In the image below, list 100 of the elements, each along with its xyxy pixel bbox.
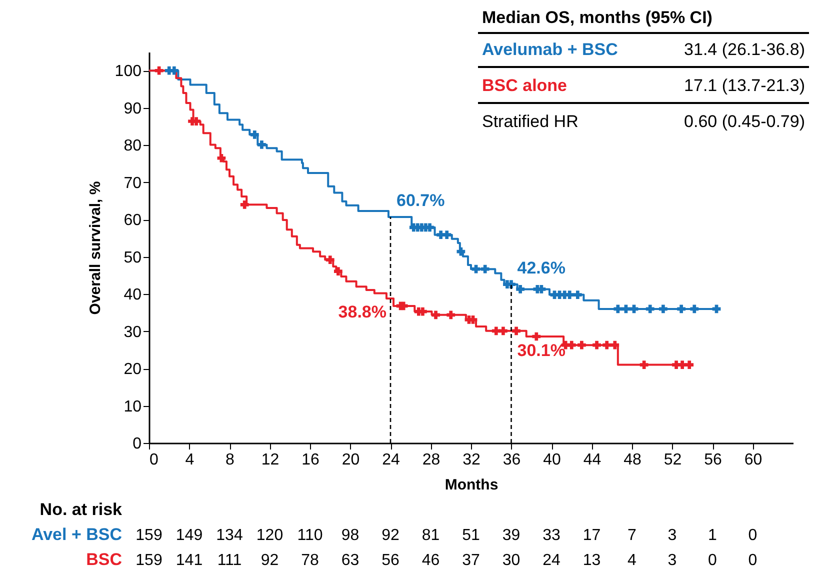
text: 111 xyxy=(217,552,242,569)
text: 51 xyxy=(462,527,480,544)
y-tick-label: 10 xyxy=(124,398,142,416)
point xyxy=(532,332,541,341)
y-tick-label: 60 xyxy=(124,212,142,230)
point xyxy=(334,267,342,276)
x-tick-label: 20 xyxy=(342,452,360,468)
point xyxy=(614,304,622,314)
point xyxy=(610,340,620,350)
x-tick-label: 24 xyxy=(382,452,400,468)
text: 141 xyxy=(176,552,203,569)
x-tick-label: 12 xyxy=(261,452,280,468)
y-tick-label: 30 xyxy=(124,324,142,341)
text: 56 xyxy=(382,552,400,569)
text: 134 xyxy=(216,527,243,544)
text: 33 xyxy=(542,527,560,544)
text: 159 xyxy=(136,552,162,569)
text: 46 xyxy=(422,552,440,569)
text: 0 xyxy=(748,527,758,544)
point xyxy=(573,290,582,299)
annotation: 42.6% xyxy=(517,258,566,278)
point xyxy=(326,256,334,264)
point xyxy=(685,360,694,369)
text: 92 xyxy=(260,552,279,569)
y-tick-label: 90 xyxy=(124,100,142,118)
point xyxy=(446,310,456,320)
point xyxy=(646,304,654,314)
x-tick-label: 8 xyxy=(226,452,235,468)
text: 30 xyxy=(502,552,520,569)
point xyxy=(677,304,686,314)
text: 7 xyxy=(628,527,637,544)
y-tick-label: 20 xyxy=(124,361,142,378)
point xyxy=(565,290,574,299)
y-tick-label: 50 xyxy=(124,249,142,266)
annotation: 38.8% xyxy=(338,302,386,322)
text: BSC alone xyxy=(482,76,568,95)
point xyxy=(567,340,576,350)
x-tick-label: 52 xyxy=(664,452,682,468)
text: 17 xyxy=(582,527,601,544)
text: 81 xyxy=(422,527,440,544)
text: Avel + BSC xyxy=(31,525,122,544)
text: 3 xyxy=(668,527,677,544)
point xyxy=(640,360,648,369)
text: 37 xyxy=(462,552,480,569)
text: 24 xyxy=(542,552,560,569)
text: 78 xyxy=(301,552,319,569)
point xyxy=(516,285,524,294)
text: 110 xyxy=(297,527,323,544)
annotation: Stratified HR xyxy=(482,112,578,131)
point xyxy=(659,304,668,314)
x-tick-label: 32 xyxy=(462,452,480,468)
text: 39 xyxy=(502,527,520,544)
text: Median OS, months (95% CI) xyxy=(482,8,712,27)
point xyxy=(442,230,452,240)
point xyxy=(592,340,601,350)
point xyxy=(432,310,440,320)
point xyxy=(154,66,164,75)
point xyxy=(578,340,586,350)
text: 13 xyxy=(582,552,601,569)
text: 63 xyxy=(341,552,360,569)
text: 0 xyxy=(748,552,758,569)
x-tick-label: 28 xyxy=(422,452,440,468)
text: 1 xyxy=(708,527,718,544)
y-tick-label: 70 xyxy=(124,174,142,192)
x-tick-label: 40 xyxy=(543,452,561,468)
point xyxy=(170,66,178,75)
x-tick-label: 56 xyxy=(704,452,722,468)
point xyxy=(240,200,249,209)
text: 159 xyxy=(136,527,162,544)
x-tick-label: 36 xyxy=(502,452,521,468)
annotation: 30.1% xyxy=(517,340,566,360)
text: Avelumab + BSC xyxy=(482,40,618,59)
x-axis-title: Months xyxy=(444,476,498,494)
y-tick-label: 100 xyxy=(114,63,142,80)
x-tick-label: 48 xyxy=(624,452,642,468)
text: 4 xyxy=(628,552,637,569)
x-tick-label: 4 xyxy=(185,452,194,468)
point xyxy=(690,304,699,314)
point xyxy=(217,154,226,162)
text: 0 xyxy=(708,552,718,569)
y-tick-label: 0 xyxy=(132,436,142,452)
x-tick-label: 0 xyxy=(150,452,158,468)
y-tick-label: 40 xyxy=(124,286,142,304)
text: 120 xyxy=(256,527,284,544)
point xyxy=(250,130,259,139)
point xyxy=(602,340,612,350)
point xyxy=(472,264,480,274)
x-tick-label: 60 xyxy=(744,452,762,468)
text: 3 xyxy=(668,552,677,569)
text: 98 xyxy=(341,527,360,544)
y-axis-title: Overall survival, % xyxy=(86,181,104,315)
point xyxy=(456,247,466,256)
point xyxy=(512,326,520,336)
text: 92 xyxy=(382,527,400,544)
x-tick-label: 16 xyxy=(302,452,320,468)
y-tick-label: 80 xyxy=(124,138,142,155)
annotation: 17.1 (13.7-21.3) xyxy=(684,76,805,95)
x-tick-label: 44 xyxy=(583,452,602,468)
annotation: 31.4 (26.1-36.8) xyxy=(684,40,805,59)
point xyxy=(258,140,266,149)
